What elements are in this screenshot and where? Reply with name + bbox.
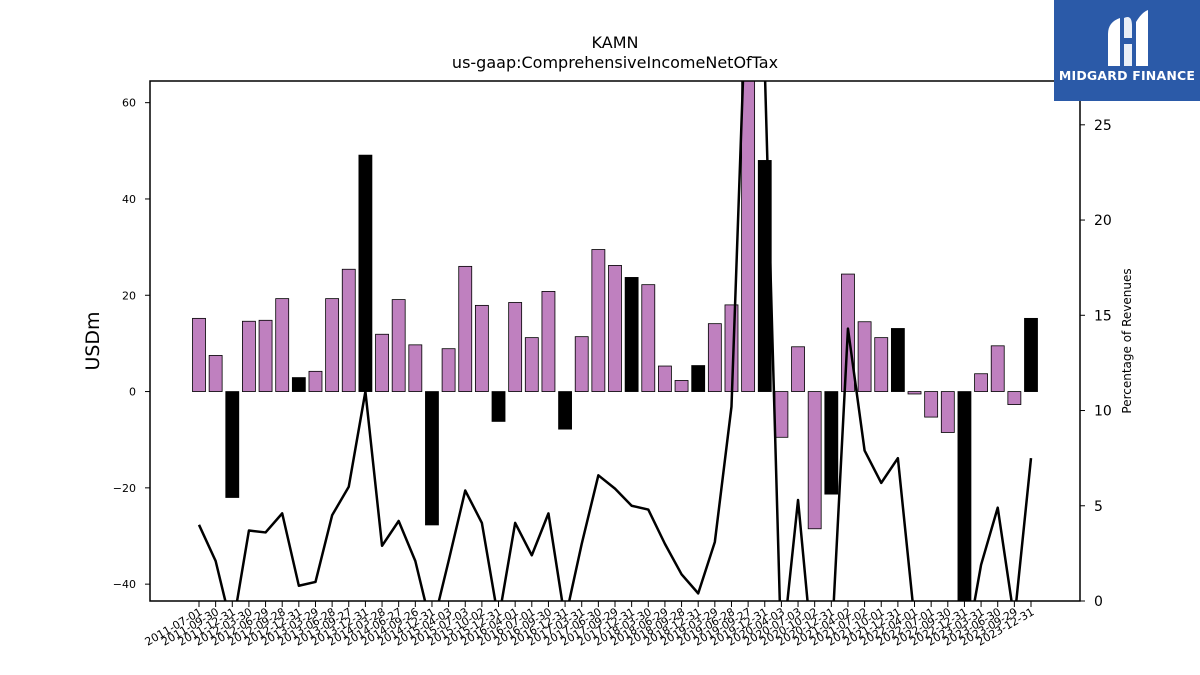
bar [907, 391, 922, 395]
percentage-line [197, 81, 1033, 601]
y-axis-label: USDm [82, 311, 104, 370]
bar [857, 321, 872, 392]
chart-subtitle: us-gaap:ComprehensiveIncomeNetOfTax [452, 53, 778, 72]
bar [924, 391, 939, 418]
bar [208, 355, 223, 392]
bar [225, 391, 240, 498]
y2-tick-label: 20 [1094, 213, 1112, 229]
bar [524, 337, 539, 392]
bar [242, 320, 256, 392]
bar [574, 336, 589, 392]
bar [624, 277, 639, 392]
bar [1007, 391, 1022, 405]
bar [375, 333, 389, 392]
bar [425, 391, 439, 526]
y2-tick-label: 5 [1094, 499, 1103, 515]
bar [990, 345, 1005, 392]
bar [341, 268, 356, 392]
bar [308, 370, 323, 392]
y-tick-label: −20 [113, 482, 136, 495]
bar [658, 365, 672, 392]
bar [707, 323, 722, 392]
bar [824, 391, 839, 495]
y-tick-label: 60 [122, 97, 136, 110]
chart-title: KAMN [592, 33, 639, 52]
bar [774, 391, 789, 438]
y2-tick-label: 15 [1094, 308, 1112, 324]
brand-logo-text: MIDGARD FINANCE [1058, 68, 1196, 83]
bar [474, 304, 489, 392]
brand-logo-icon [1108, 10, 1148, 66]
bar [291, 377, 306, 392]
y2-tick-label: 0 [1094, 594, 1103, 610]
bar [940, 391, 955, 433]
y-tick-label: 20 [122, 289, 136, 302]
bar [508, 302, 523, 392]
bar [641, 284, 656, 392]
bar [807, 391, 822, 530]
y2-axis-label: Percentage of Revenues [1120, 268, 1134, 413]
bar [974, 373, 988, 392]
y-tick-label: −40 [113, 578, 136, 591]
bar [325, 298, 340, 392]
y2-tick-label: 10 [1094, 404, 1112, 420]
bar [890, 328, 905, 392]
bar [391, 299, 406, 392]
y-tick-label: 40 [122, 193, 136, 206]
y2-tick-label: 25 [1094, 118, 1112, 134]
bar [192, 317, 206, 392]
bar [458, 265, 473, 392]
bar [1024, 317, 1038, 392]
bar [608, 265, 622, 392]
brand-logo: MIDGARD FINANCE [1054, 0, 1200, 101]
bar [275, 298, 290, 392]
bar [791, 346, 805, 392]
bar [258, 319, 273, 392]
bar [441, 348, 456, 392]
bar [874, 337, 889, 392]
bar [541, 291, 556, 392]
bar [491, 391, 506, 422]
bar [358, 154, 373, 392]
bar [674, 380, 689, 392]
y-tick-label: 0 [129, 386, 136, 399]
bar [741, 81, 756, 392]
bar [558, 391, 572, 430]
bar [591, 249, 606, 392]
bar [957, 391, 972, 601]
bar [408, 344, 423, 392]
bar [691, 365, 706, 392]
